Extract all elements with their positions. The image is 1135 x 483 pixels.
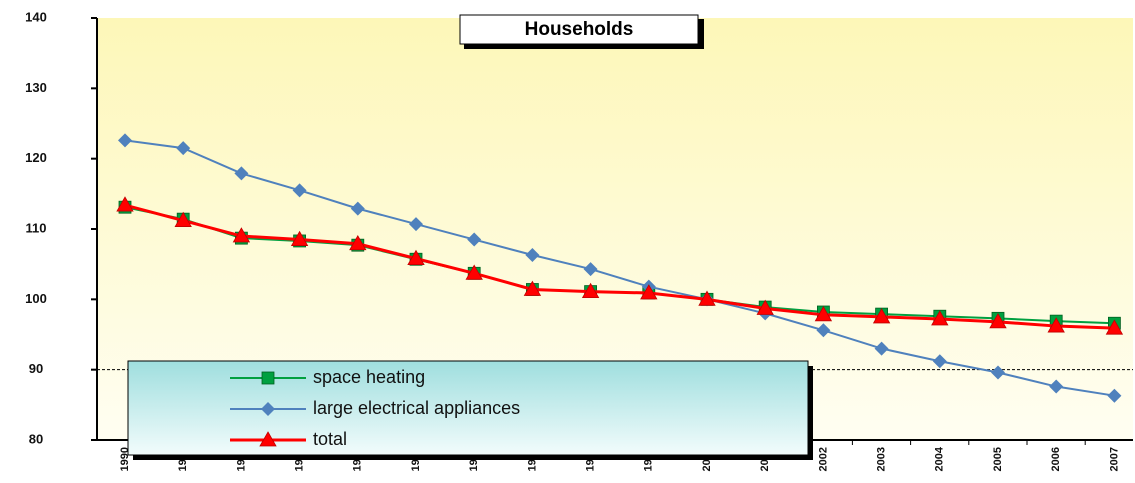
marker — [816, 323, 831, 338]
y-tick-label: 110 — [26, 220, 47, 235]
marker — [1105, 319, 1124, 335]
marker — [525, 248, 540, 263]
marker — [932, 354, 947, 369]
y-tick-label: 90 — [29, 361, 43, 376]
y-tick-label: 80 — [29, 431, 43, 446]
chart-title: Households — [525, 19, 634, 40]
series-line — [124, 139, 1115, 397]
x-tick-label: 2004 — [934, 446, 946, 471]
marker — [174, 211, 192, 227]
marker — [232, 227, 251, 243]
marker — [814, 306, 833, 322]
marker — [118, 133, 132, 148]
marker — [698, 290, 716, 306]
y-tick-label: 120 — [25, 150, 47, 165]
marker — [116, 196, 134, 212]
marker — [640, 284, 658, 300]
legend: space heating large electrical appliances… — [127, 360, 813, 460]
x-tick-label: 2007 — [1108, 447, 1120, 471]
x-tick-label: 2006 — [1050, 447, 1062, 471]
marker — [176, 141, 191, 156]
series-line — [124, 203, 1115, 330]
x-tick-label: 2002 — [817, 447, 829, 471]
marker — [234, 166, 249, 181]
marker — [583, 262, 598, 277]
marker — [581, 282, 600, 298]
marker — [1107, 388, 1122, 403]
x-tick-label: 2005 — [992, 447, 1004, 471]
legend-label: space heating — [313, 367, 425, 387]
legend-label: total — [313, 429, 347, 449]
marker — [292, 183, 307, 198]
y-tick-label: 140 — [25, 9, 47, 24]
marker — [350, 201, 365, 216]
marker — [261, 371, 275, 385]
marker — [407, 249, 425, 265]
marker — [756, 299, 774, 315]
marker — [349, 234, 367, 251]
marker — [259, 431, 277, 447]
x-tick-label: 2003 — [876, 447, 888, 471]
marker — [1049, 379, 1064, 394]
marker — [931, 310, 949, 326]
marker — [261, 402, 275, 416]
y-tick-label: 130 — [25, 80, 47, 95]
marker — [465, 264, 483, 280]
marker — [523, 280, 542, 296]
y-tick-label: 100 — [25, 291, 47, 306]
marker — [872, 308, 891, 324]
marker — [409, 217, 423, 232]
legend-label: large electrical appliances — [313, 398, 520, 418]
marker — [874, 341, 889, 356]
marker — [991, 365, 1005, 380]
marker — [989, 313, 1007, 329]
title-box — [459, 14, 699, 45]
marker — [467, 232, 482, 247]
marker — [290, 230, 309, 246]
marker — [1047, 317, 1065, 333]
